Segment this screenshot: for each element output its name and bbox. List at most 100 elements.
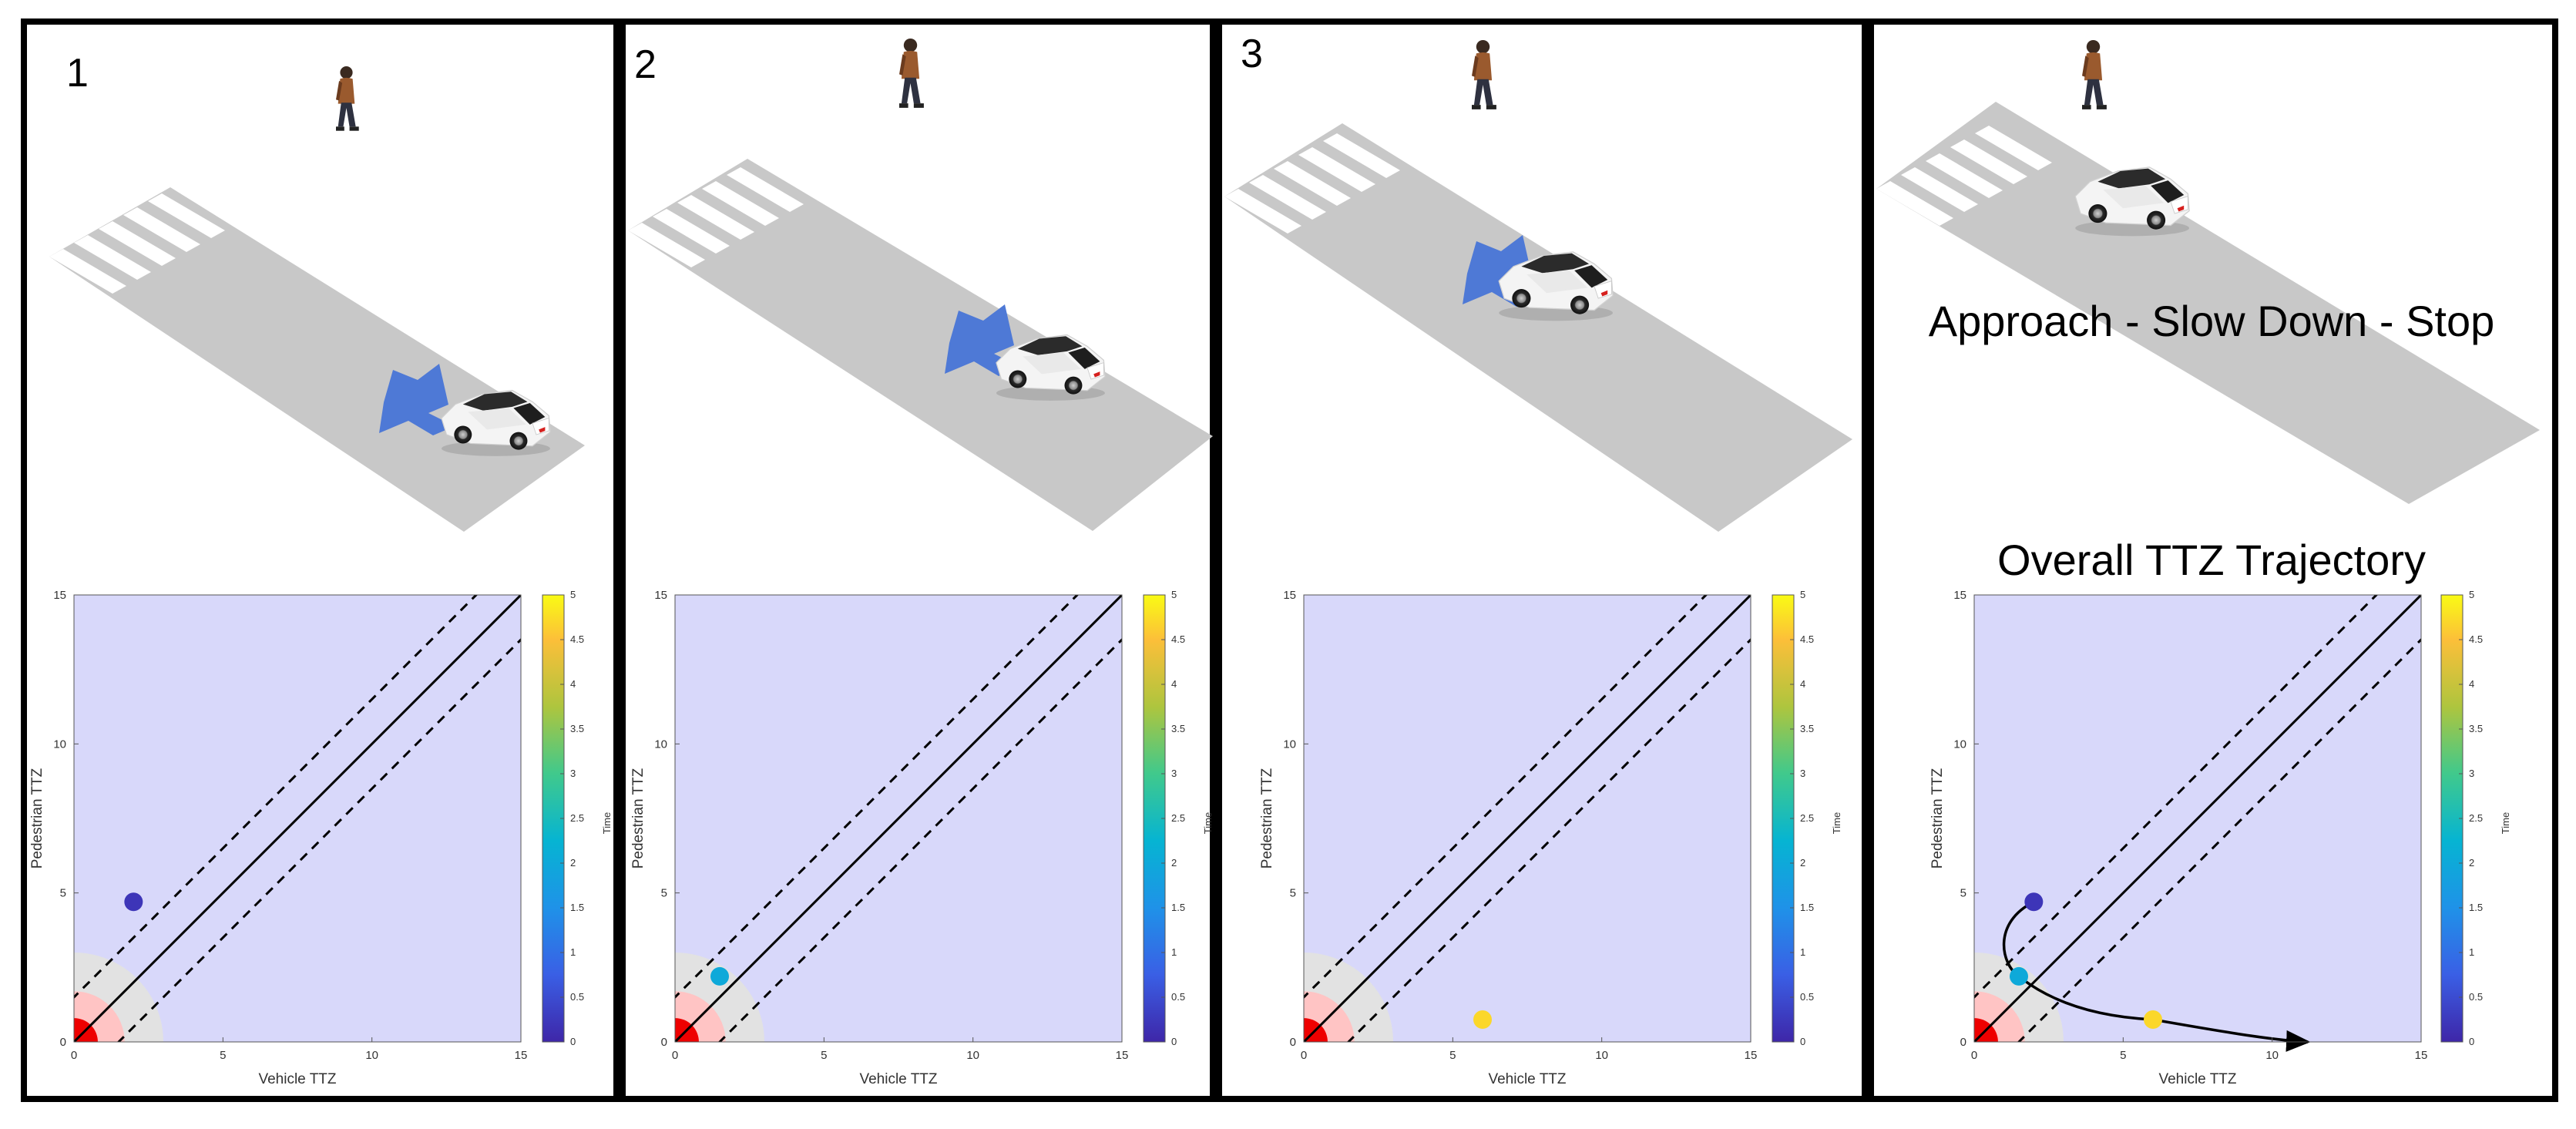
plot-frame xyxy=(674,594,1123,1043)
scene-4 xyxy=(1876,40,2540,504)
y-tick-label: 15 xyxy=(1283,589,1296,602)
colorbar-tick-label: 0 xyxy=(2469,1036,2474,1047)
data-point-1 xyxy=(710,966,729,986)
colorbar-tick-label: 2 xyxy=(1800,857,1805,869)
plot-contents xyxy=(675,595,1122,1042)
x-tick-label: 5 xyxy=(220,1049,226,1062)
y-axis-label: Pedestrian TTZ xyxy=(1259,768,1275,869)
trajectory-curve xyxy=(2002,900,2311,1052)
colorbar-tick-label: 2 xyxy=(570,857,576,869)
colorbar-tick-label: 0.5 xyxy=(2469,991,2483,1003)
direction-arrow xyxy=(379,364,455,435)
colorbar-tick-label: 1 xyxy=(1171,946,1177,958)
x-tick-label: 10 xyxy=(966,1049,979,1062)
plot-frame xyxy=(73,594,522,1043)
panel-number-3: 3 xyxy=(1241,32,1263,76)
y-tick-label: 10 xyxy=(53,738,66,751)
colorbar-tick-label: 0.5 xyxy=(1800,991,1814,1003)
y-tick-label: 5 xyxy=(1960,887,1966,900)
x-tick-label: 10 xyxy=(2265,1049,2279,1062)
crosswalk xyxy=(628,167,804,267)
panel-number-2: 2 xyxy=(634,42,657,87)
data-point-3 xyxy=(2144,1010,2162,1029)
data-point-1 xyxy=(2024,892,2044,912)
scene-3 xyxy=(1224,40,1852,532)
colorbar-label: Time xyxy=(1202,812,1214,834)
colorbar-tick-label: 2.5 xyxy=(2469,812,2483,824)
colorbar-tick-label: 0 xyxy=(1171,1036,1177,1047)
panel-number-1: 1 xyxy=(66,51,89,96)
colorbar-tick-label: 1 xyxy=(1800,946,1805,958)
colorbar-tick-label: 0.5 xyxy=(1171,991,1185,1003)
colorbar-tick-label: 3.5 xyxy=(1171,723,1185,734)
diagonal-solid-line xyxy=(74,595,521,1042)
diagonal-solid-line xyxy=(1974,595,2421,1042)
y-tick-label: 0 xyxy=(60,1036,66,1049)
x-tick-label: 15 xyxy=(1116,1049,1129,1062)
plot-contents xyxy=(1304,595,1751,1042)
colorbar-tick-label: 1.5 xyxy=(570,902,584,913)
y-tick-label: 5 xyxy=(60,887,66,900)
colorbar-tick-label: 3.5 xyxy=(1800,723,1814,734)
colorbar-tick-label: 3 xyxy=(570,768,576,779)
diagonal-dashed-line-1 xyxy=(74,595,479,1000)
y-tick-label: 15 xyxy=(654,589,667,602)
y-tick-label: 5 xyxy=(661,887,667,900)
y-tick-label: 5 xyxy=(1290,887,1296,900)
colorbar-tick-label: 3 xyxy=(2469,768,2474,779)
crosswalk xyxy=(1224,133,1400,234)
colorbar-tick-label: 1.5 xyxy=(1800,902,1814,913)
colorbar-tick-label: 1 xyxy=(2469,946,2474,958)
colorbar-tick-label: 4 xyxy=(570,678,576,690)
scene-1 xyxy=(49,66,585,532)
colorbar-tick-label: 3 xyxy=(1800,768,1805,779)
diagonal-dashed-line-1 xyxy=(1304,595,1708,1000)
colorbar-tick-label: 2 xyxy=(2469,857,2474,869)
diagonal-dashed-line-2 xyxy=(2017,637,2421,1042)
colorbar-tick-label: 1 xyxy=(570,946,576,958)
x-axis-label: Vehicle TTZ xyxy=(258,1071,336,1087)
x-axis-label: Vehicle TTZ xyxy=(1488,1071,1566,1087)
colorbar-label: Time xyxy=(1831,812,1842,834)
colorbar-tick-label: 4.5 xyxy=(1800,633,1814,645)
y-axis-label: Pedestrian TTZ xyxy=(29,768,45,869)
colorbar-tick-label: 4 xyxy=(1800,678,1805,690)
plot-title: Overall TTZ Trajectory xyxy=(1997,536,2426,584)
colorbar-tick-label: 0 xyxy=(1800,1036,1805,1047)
colorbar-tick-label: 4.5 xyxy=(2469,633,2483,645)
x-tick-label: 5 xyxy=(2120,1049,2126,1062)
plot-contents xyxy=(74,595,521,1042)
road xyxy=(1876,102,2540,504)
y-tick-label: 15 xyxy=(53,589,66,602)
x-tick-label: 10 xyxy=(365,1049,378,1062)
colorbar-tick-label: 5 xyxy=(1800,589,1805,600)
colorbar-tick-label: 2 xyxy=(1171,857,1177,869)
colorbar-label: Time xyxy=(2500,812,2511,834)
scene-caption: Approach - Slow Down - Stop xyxy=(1929,297,2495,345)
data-point-1 xyxy=(1473,1010,1492,1029)
data-point-1 xyxy=(124,892,143,912)
x-tick-label: 0 xyxy=(1971,1049,1977,1062)
y-tick-label: 0 xyxy=(1290,1036,1296,1049)
data-point-2 xyxy=(2010,966,2028,986)
y-tick-label: 15 xyxy=(1953,589,1966,602)
road xyxy=(628,159,1213,531)
x-axis-label: Vehicle TTZ xyxy=(859,1071,937,1087)
colorbar-tick-label: 0 xyxy=(570,1036,576,1047)
x-tick-label: 15 xyxy=(2415,1049,2428,1062)
colorbar-tick-label: 4 xyxy=(2469,678,2474,690)
colorbar-tick-label: 4.5 xyxy=(1171,633,1185,645)
colorbar-tick-label: 0.5 xyxy=(570,991,584,1003)
x-tick-label: 0 xyxy=(672,1049,678,1062)
crosswalk xyxy=(1876,126,2052,226)
x-tick-label: 15 xyxy=(1745,1049,1758,1062)
crosswalk xyxy=(49,193,225,294)
colorbar-tick-label: 3.5 xyxy=(2469,723,2483,734)
diagonal-dashed-line-2 xyxy=(1346,637,1751,1042)
